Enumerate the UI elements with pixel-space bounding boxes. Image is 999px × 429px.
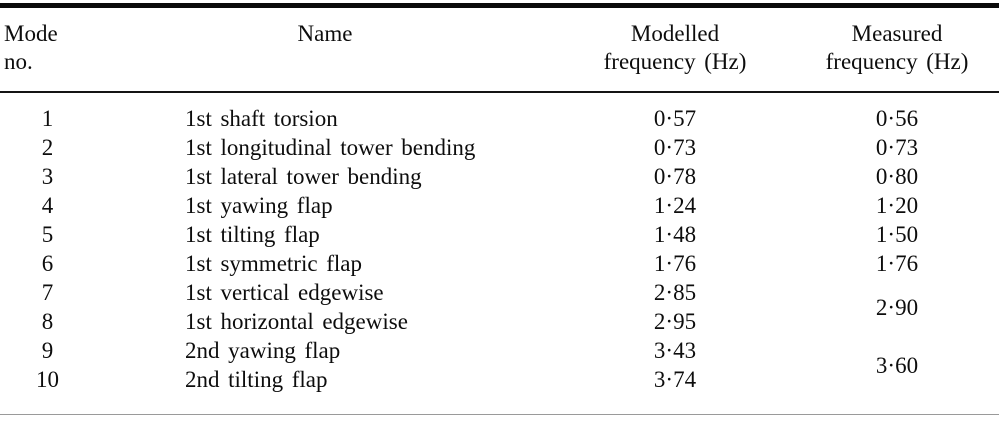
col-header-mode-no: Mode no. (0, 5, 95, 93)
mode-no-cell: 4 (41, 193, 54, 218)
mode-name-cell: 1st symmetric flap (185, 251, 362, 276)
modelled-frequency-cell: 0·57 (653, 106, 697, 131)
bottom-spacer (0, 394, 999, 415)
modelled-frequency-cell: 0·78 (653, 164, 697, 189)
modelled-frequency-cell: 1·48 (653, 222, 697, 247)
mode-name-cell: 1st horizontal edgewise (185, 309, 408, 334)
measured-frequency-merged-cell: 3·60 (875, 352, 919, 378)
table-row: 3 1st lateral tower bending 0·78 0·80 (0, 162, 999, 191)
mode-no-cell: 5 (41, 222, 54, 247)
mode-name-cell: 1st vertical edgewise (185, 280, 384, 305)
mode-no-cell: 6 (41, 251, 54, 276)
table-row: 9 2nd yawing flap 3·43 3·60 (0, 336, 999, 378)
modelled-frequency-cell: 1·76 (653, 251, 697, 276)
table-header: Mode no. Name Modelled frequency (Hz) Me… (0, 5, 999, 93)
mode-no-cell: 1 (41, 106, 54, 131)
modelled-frequency-cell: 0·73 (653, 135, 697, 160)
mode-name-cell: 1st tilting flap (185, 222, 320, 247)
table-figure: Mode no. Name Modelled frequency (Hz) Me… (0, 3, 999, 415)
table-row: 8 1st horizontal edgewise 2·95 (0, 307, 999, 336)
table-row: 2 1st longitudinal tower bending 0·73 0·… (0, 133, 999, 162)
col-header-modelled-frequency: Modelled frequency (Hz) (555, 5, 795, 93)
table-row: 7 1st vertical edgewise 2·85 2·90 (0, 278, 999, 320)
table-row: 5 1st tilting flap 1·48 1·50 (0, 220, 999, 249)
mode-name-cell: 2nd tilting flap (185, 367, 328, 392)
mode-name-cell: 2nd yawing flap (185, 338, 341, 363)
measured-frequency-cell: 0·56 (875, 106, 919, 131)
modelled-frequency-cell: 2·85 (653, 280, 697, 305)
measured-frequency-merged-cell: 2·90 (875, 294, 919, 320)
modelled-frequency-cell: 3·74 (653, 367, 697, 392)
modelled-frequency-cell: 1·24 (653, 193, 697, 218)
modelled-frequency-cell: 2·95 (653, 309, 697, 334)
table-body: 1 1st shaft torsion 0·57 0·56 2 1st long… (0, 92, 999, 394)
table-row: 1 1st shaft torsion 0·57 0·56 (0, 92, 999, 133)
table-footer-spacer (0, 394, 999, 415)
mode-no-cell: 2 (41, 135, 54, 160)
mode-no-cell: 7 (41, 280, 54, 305)
measured-frequency-cell: 0·73 (875, 135, 919, 160)
modes-frequency-table: Mode no. Name Modelled frequency (Hz) Me… (0, 3, 999, 415)
col-header-measured-frequency: Measured frequency (Hz) (795, 5, 999, 93)
table-row: 4 1st yawing flap 1·24 1·20 (0, 191, 999, 220)
measured-frequency-cell: 1·76 (875, 251, 919, 276)
mode-name-cell: 1st longitudinal tower bending (185, 135, 476, 160)
measured-frequency-cell: 0·80 (875, 164, 919, 189)
bottom-spacer-row (0, 394, 999, 415)
modelled-frequency-cell: 3·43 (653, 338, 697, 363)
mode-no-cell: 8 (41, 309, 54, 334)
mode-no-cell: 9 (41, 338, 54, 363)
mode-name-cell: 1st lateral tower bending (185, 164, 422, 189)
measured-frequency-cell: 1·50 (875, 222, 919, 247)
mode-no-cell: 3 (41, 164, 54, 189)
mode-no-cell: 10 (36, 367, 59, 392)
measured-frequency-cell: 1·20 (875, 193, 919, 218)
mode-name-cell: 1st yawing flap (185, 193, 333, 218)
mode-name-cell: 1st shaft torsion (185, 106, 338, 131)
table-row: 10 2nd tilting flap 3·74 (0, 365, 999, 394)
header-row: Mode no. Name Modelled frequency (Hz) Me… (0, 5, 999, 93)
table-row: 6 1st symmetric flap 1·76 1·76 (0, 249, 999, 278)
col-header-name: Name (95, 5, 555, 93)
